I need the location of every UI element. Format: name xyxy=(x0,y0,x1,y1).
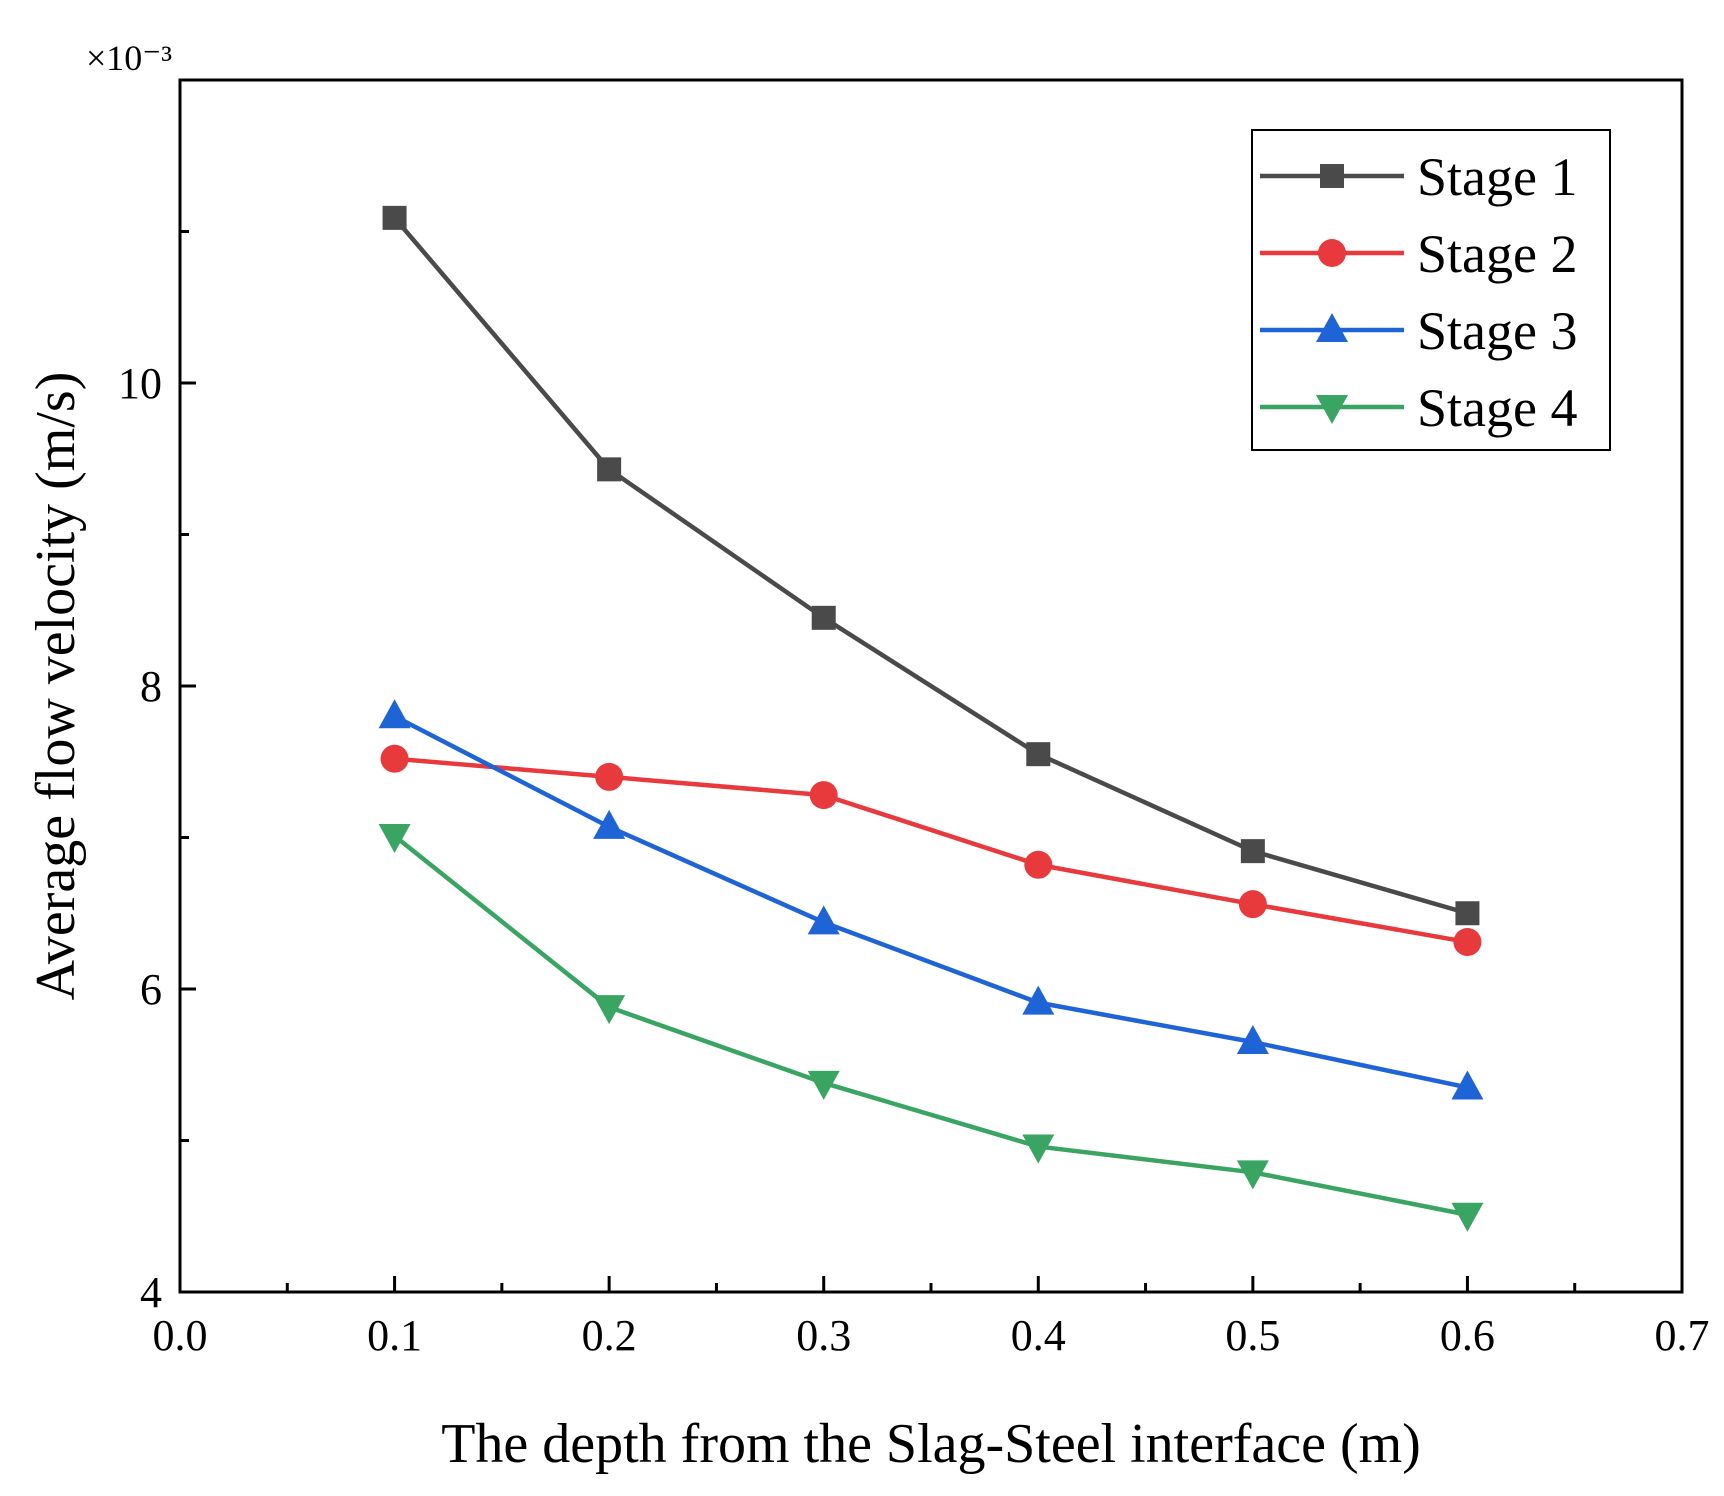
data-point xyxy=(1451,1070,1484,1100)
y-tick-label: 6 xyxy=(140,965,162,1014)
data-point xyxy=(378,699,411,729)
data-point xyxy=(1238,890,1267,919)
data-point xyxy=(595,762,624,791)
y-axis-title: Average flow velocity (m/s) xyxy=(25,372,87,1001)
x-tick-label: 0.4 xyxy=(1011,1311,1066,1360)
legend-item: Stage 2 xyxy=(1260,224,1577,284)
data-point xyxy=(1455,901,1480,926)
series-line xyxy=(393,834,1468,1217)
data-point xyxy=(378,823,411,853)
y-axis-multiplier: ×10⁻³ xyxy=(86,38,172,78)
series-2 xyxy=(380,744,1482,957)
data-point xyxy=(807,1070,840,1100)
y-tick-label: 4 xyxy=(140,1268,162,1317)
data-point xyxy=(382,205,407,230)
data-point xyxy=(593,995,626,1025)
x-tick-label: 0.6 xyxy=(1440,1311,1495,1360)
series-line xyxy=(394,756,1468,945)
data-point xyxy=(1451,1202,1484,1232)
series-line xyxy=(393,714,1468,1090)
data-point xyxy=(807,905,840,935)
data-point xyxy=(1024,850,1053,879)
data-point xyxy=(1240,839,1265,864)
data-point xyxy=(1026,742,1051,767)
legend-item: Stage 3 xyxy=(1260,301,1577,361)
x-tick-label: 0.3 xyxy=(796,1311,851,1360)
data-point xyxy=(1453,928,1482,957)
data-point xyxy=(597,457,622,482)
series-1 xyxy=(382,205,1480,926)
x-tick-label: 0.2 xyxy=(582,1311,637,1360)
x-axis-title: The depth from the Slag-Steel interface … xyxy=(441,1413,1421,1475)
legend-marker xyxy=(1316,313,1348,342)
x-tick-label: 0.1 xyxy=(367,1311,422,1360)
data-point xyxy=(380,744,409,773)
data-point xyxy=(809,781,838,810)
legend-label: Stage 4 xyxy=(1417,378,1577,438)
data-point xyxy=(593,809,626,839)
legend-box xyxy=(1251,129,1611,451)
plot-frame xyxy=(178,78,1684,1294)
series-4 xyxy=(378,823,1484,1232)
legend-item: Stage 4 xyxy=(1260,378,1577,438)
data-point xyxy=(1236,1025,1269,1055)
series-line xyxy=(392,216,1469,916)
y-tick-label: 10 xyxy=(118,359,162,408)
series-layer xyxy=(378,205,1484,1232)
legend-label: Stage 1 xyxy=(1417,147,1577,207)
x-tick-label: 0.5 xyxy=(1225,1311,1280,1360)
data-point xyxy=(811,605,836,630)
y-tick-label: 8 xyxy=(140,662,162,711)
legend-item: Stage 1 xyxy=(1260,147,1577,207)
series-3 xyxy=(378,699,1484,1100)
tick-labels: 0.0 0.1 0.2 0.3 0.4 0.5 0.6 0.7 4 6 8 10 xyxy=(118,359,1710,1360)
x-tick-label: 0.0 xyxy=(153,1311,208,1360)
legend-marker xyxy=(1318,239,1346,267)
legend-marker xyxy=(1316,395,1348,424)
legend: Stage 1 Stage 2 Stage 3 Stage 4 xyxy=(1251,129,1611,451)
data-point xyxy=(1022,985,1055,1015)
data-point xyxy=(1022,1134,1055,1164)
legend-label: Stage 2 xyxy=(1417,224,1577,284)
data-point xyxy=(1236,1160,1269,1190)
legend-marker xyxy=(1320,164,1344,188)
x-tick-label: 0.7 xyxy=(1655,1311,1710,1360)
legend-label: Stage 3 xyxy=(1417,301,1577,361)
